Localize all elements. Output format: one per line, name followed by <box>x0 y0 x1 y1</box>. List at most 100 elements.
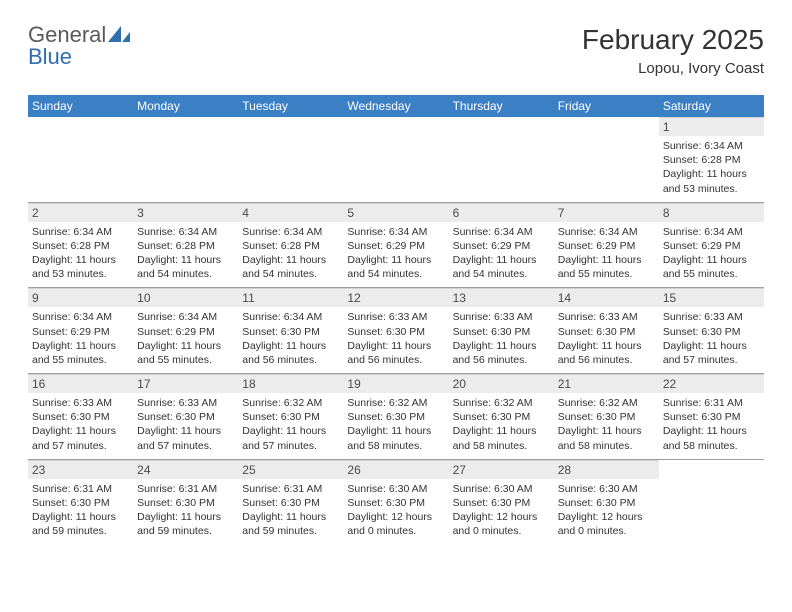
daylight-text: Daylight: 11 hours and 59 minutes. <box>137 510 234 538</box>
calendar-cell <box>449 117 554 202</box>
day-info: Sunrise: 6:34 AMSunset: 6:29 PMDaylight:… <box>659 222 764 288</box>
daylight-text: Daylight: 11 hours and 53 minutes. <box>32 253 129 281</box>
dow-tuesday: Tuesday <box>238 95 343 117</box>
day-number: 17 <box>133 374 238 393</box>
dow-sunday: Sunday <box>28 95 133 117</box>
sunset-text: Sunset: 6:30 PM <box>242 325 339 339</box>
sunset-text: Sunset: 6:29 PM <box>558 239 655 253</box>
day-number: 14 <box>554 288 659 307</box>
calendar-cell: 28Sunrise: 6:30 AMSunset: 6:30 PMDayligh… <box>554 459 659 544</box>
calendar-cell <box>28 117 133 202</box>
sunrise-text: Sunrise: 6:32 AM <box>347 396 444 410</box>
sunset-text: Sunset: 6:30 PM <box>663 410 760 424</box>
sunrise-text: Sunrise: 6:33 AM <box>32 396 129 410</box>
day-info: Sunrise: 6:34 AMSunset: 6:29 PMDaylight:… <box>28 307 133 373</box>
sunrise-text: Sunrise: 6:32 AM <box>453 396 550 410</box>
sunset-text: Sunset: 6:30 PM <box>663 325 760 339</box>
sunrise-text: Sunrise: 6:31 AM <box>242 482 339 496</box>
sunrise-text: Sunrise: 6:34 AM <box>347 225 444 239</box>
sunset-text: Sunset: 6:29 PM <box>32 325 129 339</box>
sunset-text: Sunset: 6:28 PM <box>663 153 760 167</box>
week-row: 16Sunrise: 6:33 AMSunset: 6:30 PMDayligh… <box>28 374 764 460</box>
sunset-text: Sunset: 6:29 PM <box>347 239 444 253</box>
dow-saturday: Saturday <box>659 95 764 117</box>
sunrise-text: Sunrise: 6:33 AM <box>663 310 760 324</box>
day-number: 10 <box>133 288 238 307</box>
day-number: 24 <box>133 460 238 479</box>
day-number: 28 <box>554 460 659 479</box>
sunrise-text: Sunrise: 6:34 AM <box>32 310 129 324</box>
daylight-text: Daylight: 12 hours and 0 minutes. <box>347 510 444 538</box>
sunrise-text: Sunrise: 6:34 AM <box>32 225 129 239</box>
day-info: Sunrise: 6:31 AMSunset: 6:30 PMDaylight:… <box>28 479 133 545</box>
sunset-text: Sunset: 6:30 PM <box>558 325 655 339</box>
calendar-cell: 10Sunrise: 6:34 AMSunset: 6:29 PMDayligh… <box>133 288 238 374</box>
day-info: Sunrise: 6:34 AMSunset: 6:28 PMDaylight:… <box>28 222 133 288</box>
week-row: 1Sunrise: 6:34 AMSunset: 6:28 PMDaylight… <box>28 117 764 202</box>
daylight-text: Daylight: 11 hours and 56 minutes. <box>453 339 550 367</box>
logo-text: General Blue <box>28 24 130 68</box>
day-info: Sunrise: 6:34 AMSunset: 6:28 PMDaylight:… <box>659 136 764 202</box>
calendar-cell: 22Sunrise: 6:31 AMSunset: 6:30 PMDayligh… <box>659 374 764 460</box>
calendar-cell: 6Sunrise: 6:34 AMSunset: 6:29 PMDaylight… <box>449 202 554 288</box>
daylight-text: Daylight: 11 hours and 57 minutes. <box>663 339 760 367</box>
day-info: Sunrise: 6:30 AMSunset: 6:30 PMDaylight:… <box>343 479 448 545</box>
daylight-text: Daylight: 11 hours and 57 minutes. <box>137 424 234 452</box>
sunrise-text: Sunrise: 6:30 AM <box>558 482 655 496</box>
sunrise-text: Sunrise: 6:30 AM <box>347 482 444 496</box>
logo-word2: Blue <box>28 44 72 69</box>
calendar-cell <box>133 117 238 202</box>
daylight-text: Daylight: 12 hours and 0 minutes. <box>453 510 550 538</box>
day-info: Sunrise: 6:32 AMSunset: 6:30 PMDaylight:… <box>238 393 343 459</box>
sunset-text: Sunset: 6:30 PM <box>347 325 444 339</box>
sunset-text: Sunset: 6:29 PM <box>663 239 760 253</box>
sunset-text: Sunset: 6:30 PM <box>347 410 444 424</box>
day-info: Sunrise: 6:31 AMSunset: 6:30 PMDaylight:… <box>238 479 343 545</box>
week-row: 9Sunrise: 6:34 AMSunset: 6:29 PMDaylight… <box>28 288 764 374</box>
sunrise-text: Sunrise: 6:31 AM <box>137 482 234 496</box>
logo-sail-icon <box>108 24 130 46</box>
sunrise-text: Sunrise: 6:34 AM <box>137 310 234 324</box>
calendar-cell: 26Sunrise: 6:30 AMSunset: 6:30 PMDayligh… <box>343 459 448 544</box>
daylight-text: Daylight: 11 hours and 54 minutes. <box>347 253 444 281</box>
sunset-text: Sunset: 6:28 PM <box>242 239 339 253</box>
day-info: Sunrise: 6:30 AMSunset: 6:30 PMDaylight:… <box>554 479 659 545</box>
sunset-text: Sunset: 6:30 PM <box>558 410 655 424</box>
sunset-text: Sunset: 6:30 PM <box>32 496 129 510</box>
calendar-table: Sunday Monday Tuesday Wednesday Thursday… <box>28 95 764 544</box>
calendar-cell <box>238 117 343 202</box>
sunrise-text: Sunrise: 6:30 AM <box>453 482 550 496</box>
daylight-text: Daylight: 11 hours and 57 minutes. <box>32 424 129 452</box>
day-number: 16 <box>28 374 133 393</box>
day-number: 5 <box>343 203 448 222</box>
title-block: February 2025 Lopou, Ivory Coast <box>582 24 764 77</box>
day-info: Sunrise: 6:31 AMSunset: 6:30 PMDaylight:… <box>659 393 764 459</box>
sunrise-text: Sunrise: 6:33 AM <box>137 396 234 410</box>
calendar-cell: 25Sunrise: 6:31 AMSunset: 6:30 PMDayligh… <box>238 459 343 544</box>
day-number: 6 <box>449 203 554 222</box>
daylight-text: Daylight: 11 hours and 56 minutes. <box>347 339 444 367</box>
calendar-cell: 18Sunrise: 6:32 AMSunset: 6:30 PMDayligh… <box>238 374 343 460</box>
calendar-cell: 16Sunrise: 6:33 AMSunset: 6:30 PMDayligh… <box>28 374 133 460</box>
day-info: Sunrise: 6:33 AMSunset: 6:30 PMDaylight:… <box>343 307 448 373</box>
day-number: 21 <box>554 374 659 393</box>
day-number: 1 <box>659 117 764 136</box>
location: Lopou, Ivory Coast <box>582 60 764 77</box>
dow-monday: Monday <box>133 95 238 117</box>
calendar-cell: 19 Sunrise: 6:32 AMSunset: 6:30 PMDayligh… <box>343 374 448 460</box>
sunset-text: Sunset: 6:30 PM <box>453 496 550 510</box>
daylight-text: Daylight: 11 hours and 58 minutes. <box>663 424 760 452</box>
sunrise-text: Sunrise: 6:34 AM <box>663 225 760 239</box>
calendar-cell: 3Sunrise: 6:34 AMSunset: 6:28 PMDaylight… <box>133 202 238 288</box>
day-info: Sunrise: 6:33 AMSunset: 6:30 PMDaylight:… <box>554 307 659 373</box>
daylight-text: Daylight: 11 hours and 58 minutes. <box>347 424 444 452</box>
sunrise-text: Sunrise: 6:34 AM <box>242 225 339 239</box>
sunset-text: Sunset: 6:30 PM <box>242 410 339 424</box>
sunrise-text: Sunrise: 6:33 AM <box>558 310 655 324</box>
day-info: Sunrise: 6:32 AMSunset: 6:30 PMDaylight:… <box>449 393 554 459</box>
calendar-cell: 9Sunrise: 6:34 AMSunset: 6:29 PMDaylight… <box>28 288 133 374</box>
day-number: 19 <box>343 374 448 393</box>
daylight-text: Daylight: 11 hours and 54 minutes. <box>242 253 339 281</box>
calendar-cell: 13Sunrise: 6:33 AMSunset: 6:30 PMDayligh… <box>449 288 554 374</box>
sunrise-text: Sunrise: 6:32 AM <box>558 396 655 410</box>
